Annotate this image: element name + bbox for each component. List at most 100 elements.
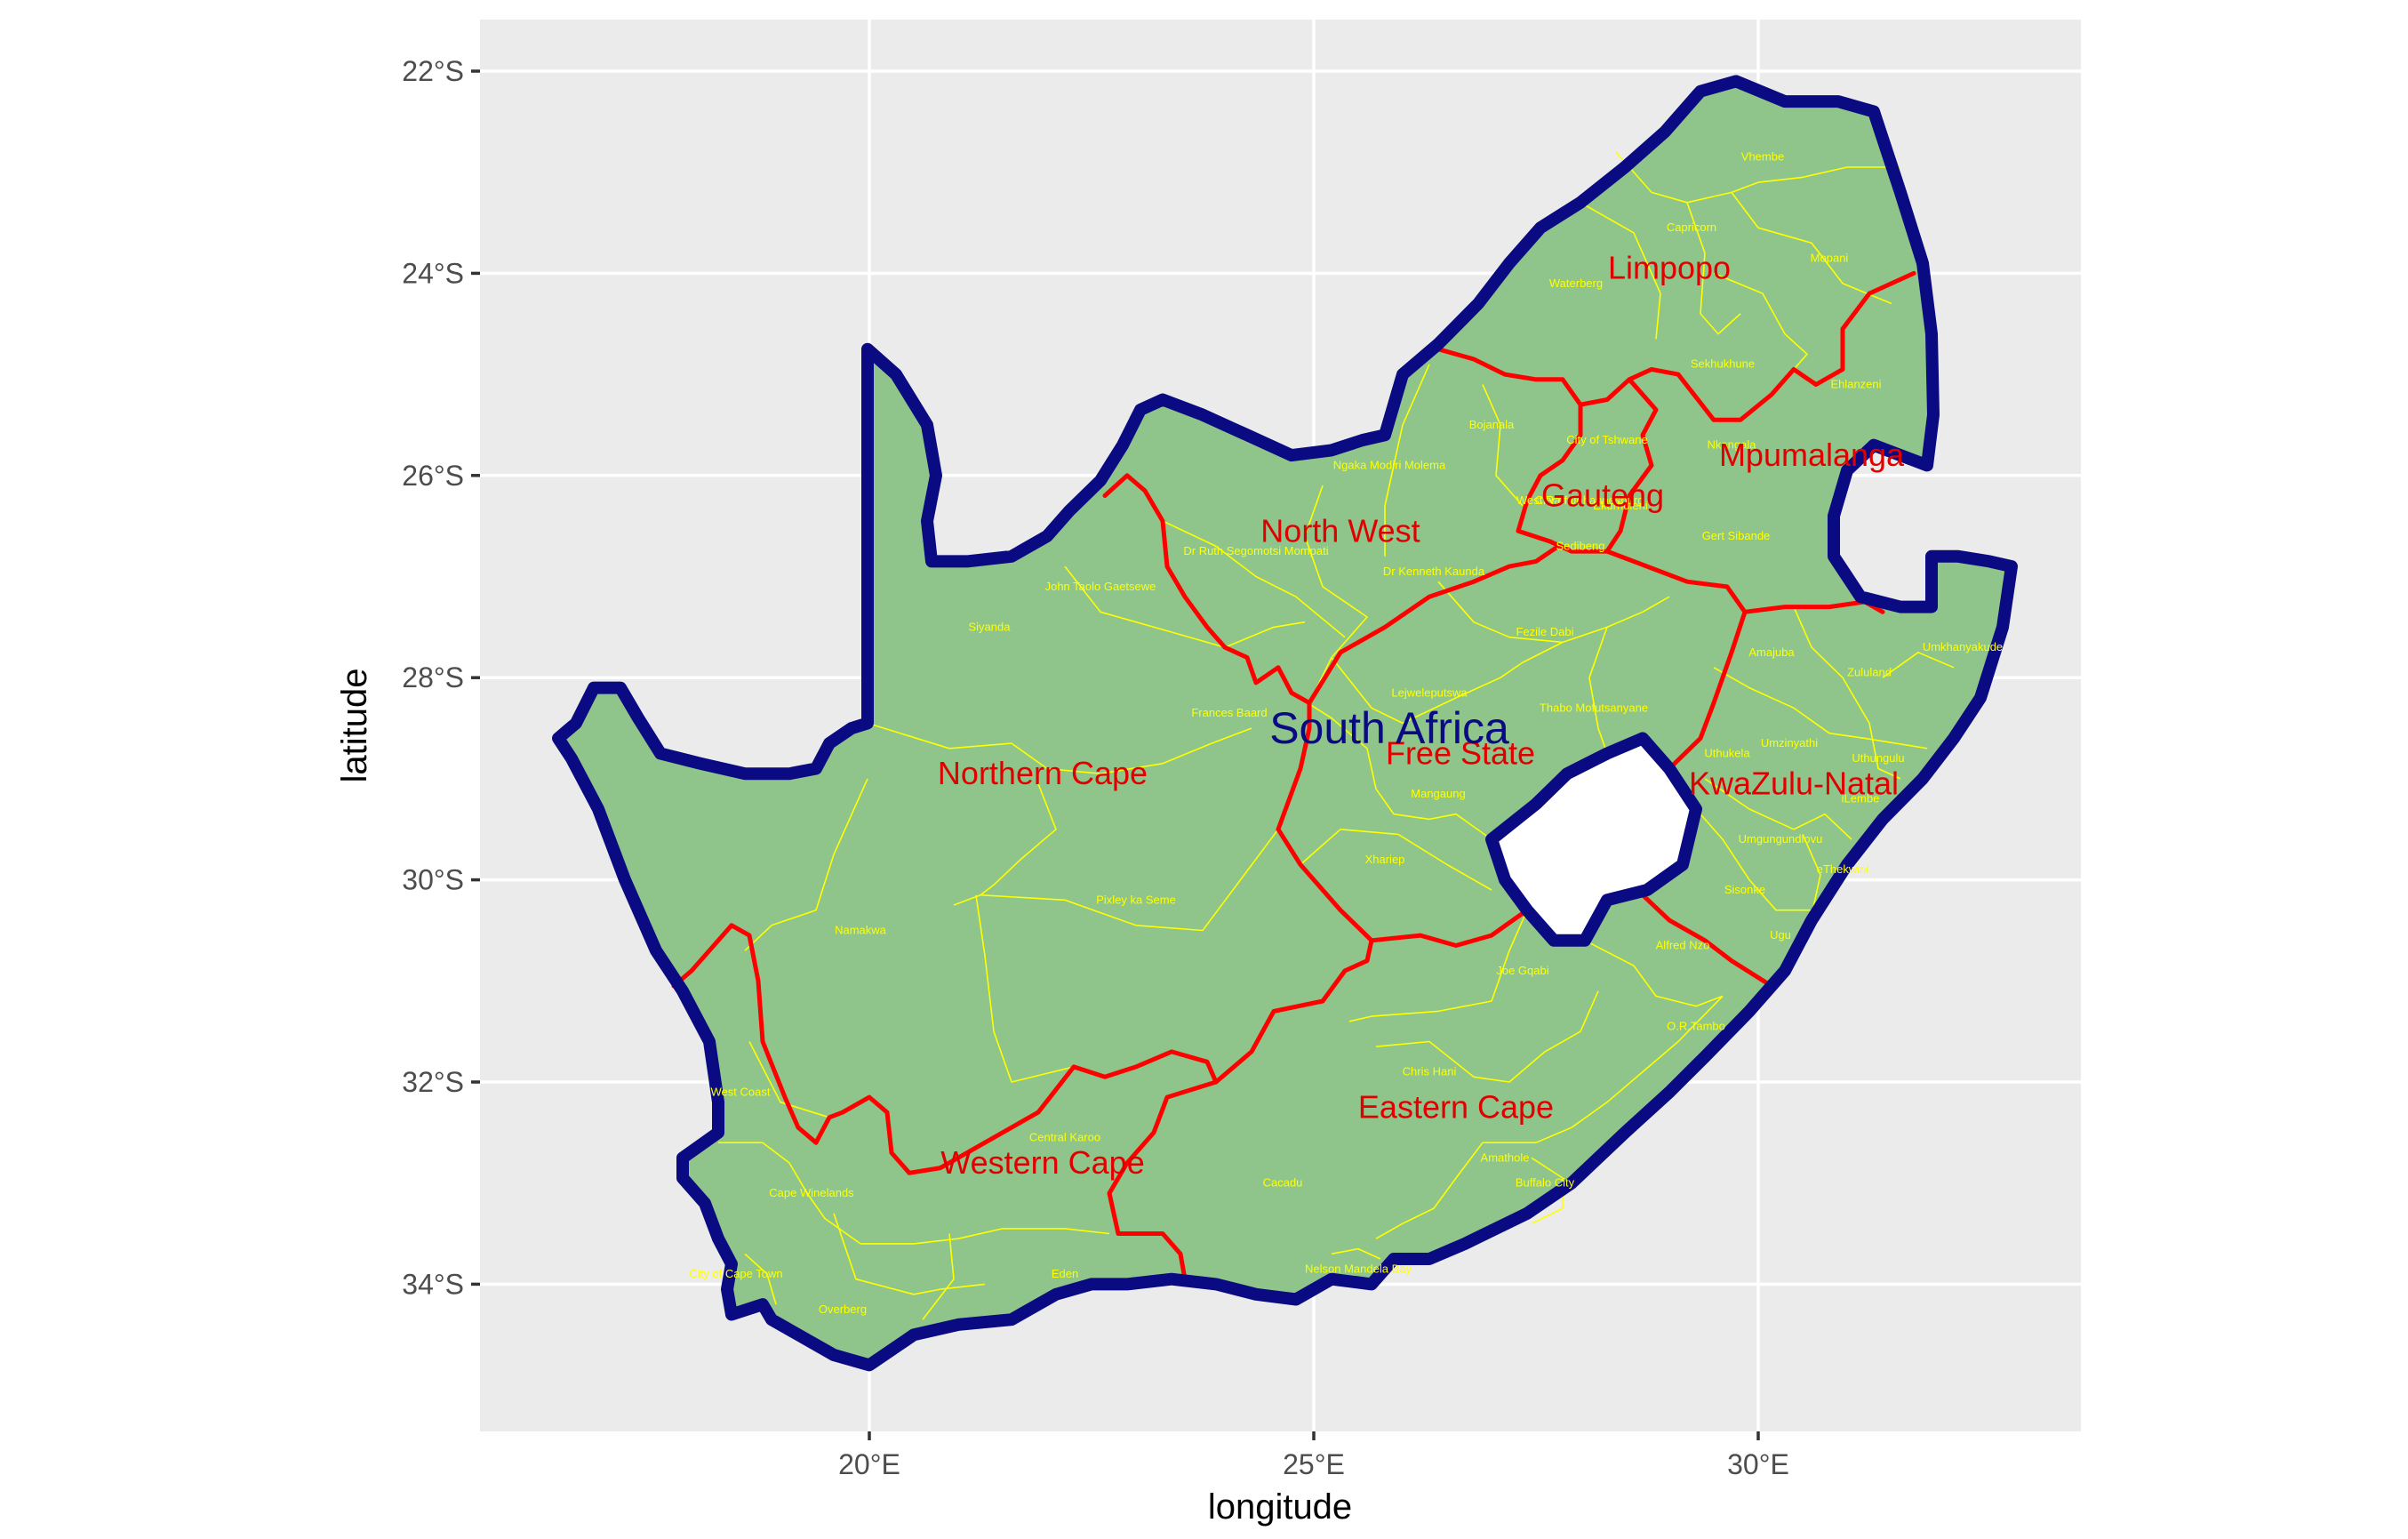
- district-label: Central Karoo: [1029, 1131, 1100, 1144]
- south-africa-land: [552, 75, 2018, 1372]
- district-label: Amathole: [1481, 1150, 1530, 1164]
- district-label: Cape Winelands: [769, 1186, 854, 1199]
- district-label: Joe Gqabi: [1496, 964, 1548, 977]
- district-boundary: [1375, 1142, 1484, 1239]
- district-label: Zululand: [1847, 666, 1892, 679]
- district-boundary: [748, 1041, 830, 1118]
- district-label: Amajuba: [1748, 645, 1795, 659]
- province-boundary: [1516, 377, 1659, 554]
- district-label: Mopani: [1811, 251, 1849, 264]
- district-boundary: [1731, 191, 1892, 305]
- district-boundary: [718, 1142, 861, 1245]
- district-boundary: [1331, 641, 1564, 725]
- district-label: West Coast: [711, 1085, 771, 1098]
- province-boundary: [1369, 908, 1530, 948]
- district-boundary: [1482, 384, 1524, 507]
- district-boundary: [1300, 829, 1492, 891]
- district-label: Fezile Dabi: [1516, 625, 1573, 638]
- district-label: Ekurhuleni: [1593, 499, 1648, 512]
- district-label: Umgungundlovu: [1739, 832, 1823, 846]
- province-boundary: [1627, 270, 1916, 422]
- district-label: Umzinyathi: [1761, 736, 1818, 749]
- district-boundary: [1713, 667, 1928, 749]
- district-boundary: [744, 778, 868, 951]
- district-boundary: [1384, 364, 1430, 557]
- province-label: Mpumalanga: [1719, 437, 1905, 473]
- district-label: City of Cape Town: [689, 1267, 782, 1280]
- district-label: Uthukela: [1704, 746, 1750, 759]
- district-label: Cacadu: [1263, 1176, 1303, 1190]
- y-axis-title: latitude: [335, 669, 374, 783]
- district-label: Sedibeng: [1556, 539, 1605, 552]
- district-label: iLembe: [1842, 792, 1880, 806]
- district-label: Pixley ka Seme: [1096, 893, 1176, 906]
- district-boundary: [1437, 581, 1670, 644]
- province-labels: Limpopo Mpumalanga Gauteng North West Northe…: [938, 250, 1905, 1181]
- district-boundary: [1064, 565, 1306, 648]
- district-boundary: [1584, 940, 1724, 1007]
- district-boundary: [867, 722, 1252, 774]
- province-boundary: [1213, 938, 1374, 1085]
- district-label: City of Tshwane: [1566, 433, 1648, 446]
- district-boundary: [1588, 627, 1608, 754]
- district-boundary: [1162, 520, 1346, 638]
- x-axis-title: longitude: [1208, 1487, 1352, 1527]
- axes: 20°E 25°E 30°E 22°S 24°S 26°S 28°S 30°S 32°S 34°S: [402, 55, 1789, 1480]
- province-label: Limpopo: [1608, 250, 1731, 286]
- x-tick-label: 25°E: [1283, 1448, 1345, 1480]
- district-label: Eden: [1052, 1267, 1078, 1280]
- district-boundary: [860, 1228, 1110, 1245]
- district-label: Bojanala: [1469, 418, 1515, 431]
- district-label: Namakwa: [835, 923, 887, 936]
- district-label: Sekhukhune: [1691, 357, 1755, 371]
- district-label: Xhariep: [1365, 853, 1405, 866]
- district-label: Mangaung: [1411, 787, 1465, 800]
- district-labels: Vhembe Capricorn Mopani Waterberg Sekhukhune…: [689, 150, 2003, 1316]
- province-boundary: [1604, 549, 1748, 614]
- district-label: Uthungulu: [1852, 751, 1904, 765]
- district-label: Nelson Mandela Bay: [1305, 1262, 1412, 1275]
- province-label: Northern Cape: [938, 755, 1148, 791]
- district-label: Nkangala: [1708, 438, 1757, 452]
- district-label: Ugu: [1770, 928, 1791, 942]
- district-label: Gert Sibande: [1702, 529, 1771, 542]
- country-label: South Africa: [1269, 703, 1509, 753]
- province-label: Eastern Cape: [1358, 1088, 1554, 1125]
- district-label: Overberg: [819, 1303, 867, 1316]
- province-boundary: [1307, 543, 1561, 706]
- district-label: Alfred Nzo: [1656, 939, 1710, 952]
- district-label: Dr Ruth Segomotsi Mompati: [1183, 544, 1328, 557]
- district-boundary: [1793, 606, 1901, 780]
- country-border: [552, 75, 2018, 1372]
- district-label: Ngaka Modiri Molema: [1333, 458, 1446, 471]
- district-boundary: [744, 1253, 777, 1305]
- district-label: City of Johannesburg: [1535, 493, 1644, 507]
- province-label: Western Cape: [940, 1144, 1144, 1181]
- x-tick-label: 20°E: [838, 1448, 900, 1480]
- district-boundary: [1580, 202, 1661, 340]
- district-label: Lejweleputswa: [1391, 685, 1468, 699]
- y-tick-label: 32°S: [402, 1066, 464, 1098]
- district-boundary: [922, 1233, 955, 1320]
- y-tick-label: 22°S: [402, 55, 464, 87]
- y-tick-label: 28°S: [402, 661, 464, 693]
- district-boundary: [980, 829, 1279, 932]
- district-label: Buffalo City: [1516, 1176, 1575, 1190]
- province-boundaries: [671, 270, 1916, 1282]
- province-label: KwaZulu-Natal: [1689, 765, 1899, 802]
- district-boundary: [1375, 990, 1599, 1083]
- province-label: Gauteng: [1541, 477, 1664, 514]
- district-boundary: [1291, 692, 1492, 840]
- district-label: Chris Hani: [1403, 1065, 1457, 1078]
- y-tick-label: 30°S: [402, 864, 464, 896]
- district-label: Frances Baard: [1191, 706, 1267, 719]
- district-label: Ehlanzeni: [1830, 377, 1881, 390]
- district-label: Siyanda: [969, 620, 1012, 633]
- district-boundary: [1348, 910, 1528, 1022]
- province-boundary: [671, 923, 1219, 1175]
- district-label: Sisonke: [1724, 883, 1765, 896]
- province-label: Free State: [1386, 734, 1535, 771]
- district-label: Capricorn: [1667, 220, 1716, 234]
- district-label: Dr Kenneth Kaunda: [1383, 565, 1485, 578]
